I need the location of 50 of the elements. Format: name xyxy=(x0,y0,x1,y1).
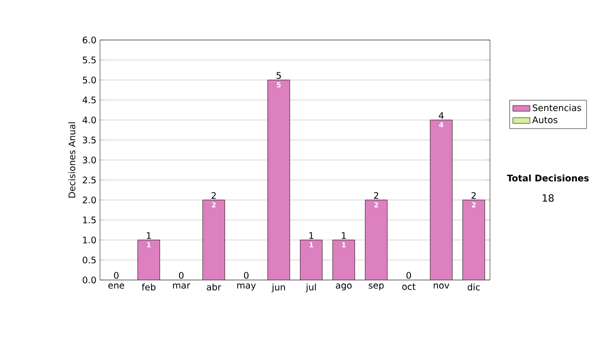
y-tick-label: 6.0 xyxy=(82,36,96,44)
total-label: 1 xyxy=(309,232,314,239)
y-axis-title: Decisiones Anual xyxy=(68,122,76,198)
bar xyxy=(202,200,226,280)
bar xyxy=(138,240,160,280)
bar xyxy=(332,240,355,280)
total-label: 0 xyxy=(114,272,119,279)
x-tick-label: ago xyxy=(336,284,352,290)
x-tick-label: jun xyxy=(272,284,285,292)
bar xyxy=(462,200,485,280)
text: Total Decisiones xyxy=(506,174,589,182)
total-label: 5 xyxy=(276,72,281,79)
y-tick-label: 0.5 xyxy=(82,256,96,264)
bar xyxy=(365,200,388,280)
total-label: 1 xyxy=(146,232,151,239)
x-tick-label: mar xyxy=(173,284,190,289)
y-tick-label: 2.0 xyxy=(82,196,96,204)
y-tick-label: 4.0 xyxy=(82,116,96,124)
y-tick-label: 2.5 xyxy=(82,176,96,184)
total-label: 2 xyxy=(472,192,476,199)
x-tick-label: feb xyxy=(142,284,156,290)
x-tick-label: sep xyxy=(368,284,384,290)
y-tick-label: 4.5 xyxy=(82,96,96,104)
x-tick-label: abr xyxy=(206,284,222,290)
y-tick-label: 3.0 xyxy=(82,156,96,164)
legend-label: Sentencias xyxy=(532,104,582,112)
legend-label: Autos xyxy=(532,116,558,124)
bar xyxy=(268,80,290,280)
x-tick-label: dic xyxy=(468,284,480,290)
x-tick-label: may xyxy=(237,284,256,290)
x-tick-label: ene xyxy=(108,284,124,289)
y-tick-label: 3.5 xyxy=(82,136,96,144)
total-label: 0 xyxy=(406,272,412,279)
y-tick-label: 5.0 xyxy=(82,76,96,84)
y-tick-label: 1.0 xyxy=(83,236,96,244)
y-tick-label: 1.5 xyxy=(83,216,96,224)
y-tick-label: 0.0 xyxy=(82,276,96,284)
x-tick-label: jul xyxy=(306,284,316,292)
total-label: 2 xyxy=(212,192,216,199)
total-label: 4 xyxy=(438,112,444,119)
total-label: 0 xyxy=(244,272,249,279)
y-tick-label: 5.5 xyxy=(82,56,96,64)
bar xyxy=(430,120,452,280)
text: 18 xyxy=(542,194,554,202)
total-label: 0 xyxy=(178,272,184,279)
total-label: 2 xyxy=(374,192,378,199)
x-tick-label: nov xyxy=(434,284,450,289)
bar xyxy=(300,240,322,280)
x-tick-label: oct xyxy=(402,284,416,290)
total-label: 1 xyxy=(342,232,346,239)
